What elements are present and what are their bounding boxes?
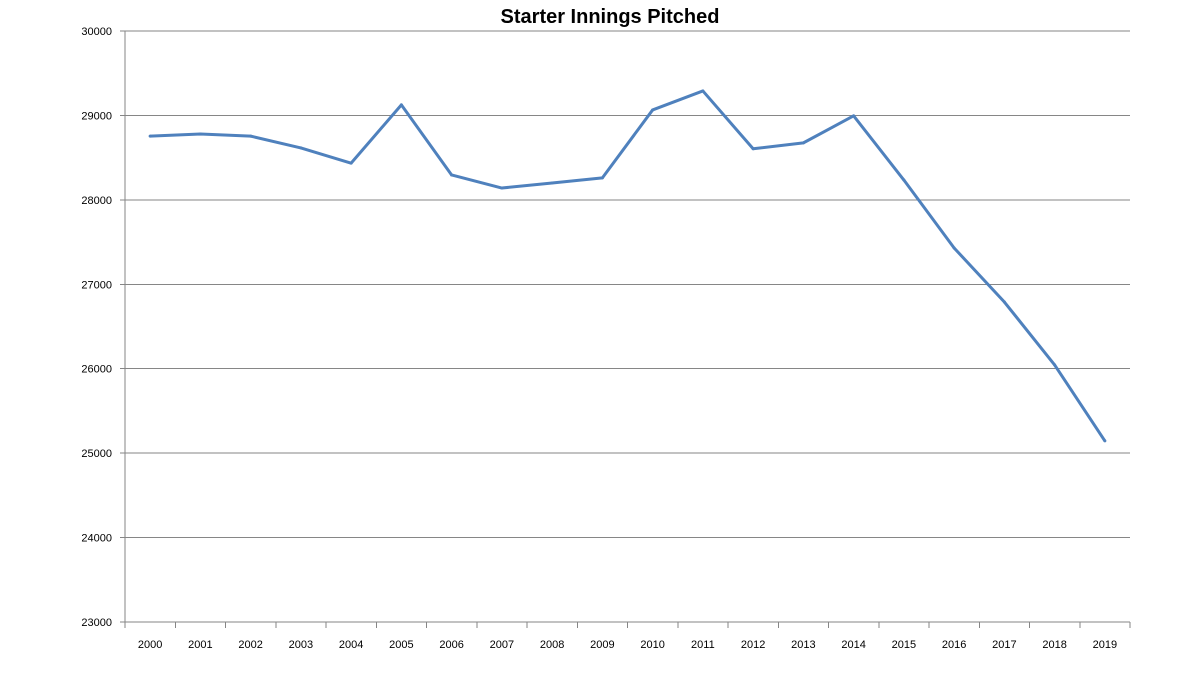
- data-point: [902, 178, 906, 182]
- y-tick-label: 26000: [81, 364, 112, 376]
- x-tick-label: 2016: [942, 639, 966, 651]
- x-tick-label: 2015: [892, 639, 916, 651]
- x-tick-label: 2014: [841, 639, 865, 651]
- data-point: [600, 176, 604, 180]
- data-point: [198, 132, 202, 136]
- y-tick-label: 28000: [81, 195, 112, 207]
- x-tick-label: 2018: [1042, 639, 1066, 651]
- data-point: [450, 173, 454, 177]
- data-point: [1002, 300, 1006, 304]
- series-line: [150, 89, 1107, 442]
- x-tick-label: 2019: [1093, 639, 1117, 651]
- data-point: [1103, 439, 1107, 443]
- x-tick-label: 2007: [490, 639, 514, 651]
- data-point: [550, 181, 554, 185]
- x-tick-label: 2017: [992, 639, 1016, 651]
- x-tick-label: 2008: [540, 639, 564, 651]
- data-point: [299, 146, 303, 150]
- data-point: [852, 114, 856, 118]
- x-tick-label: 2010: [640, 639, 664, 651]
- y-tick-label: 27000: [81, 279, 112, 291]
- data-point: [801, 141, 805, 145]
- x-tick-label: 2013: [791, 639, 815, 651]
- x-tick-label: 2006: [439, 639, 463, 651]
- data-point: [701, 89, 705, 93]
- data-point: [249, 134, 253, 138]
- x-tick-label: 2001: [188, 639, 212, 651]
- data-point: [148, 134, 152, 138]
- data-point: [500, 186, 504, 190]
- x-tick-label: 2000: [138, 639, 162, 651]
- x-tick-label: 2002: [238, 639, 262, 651]
- data-point: [651, 108, 655, 112]
- x-tick-label: 2011: [691, 639, 715, 651]
- y-tick-label: 23000: [81, 617, 112, 629]
- x-tick-label: 2009: [590, 639, 614, 651]
- x-tick-label: 2012: [741, 639, 765, 651]
- x-tick-label: 2004: [339, 639, 363, 651]
- x-tick-label: 2005: [389, 639, 413, 651]
- data-point: [1053, 363, 1057, 367]
- data-point: [349, 161, 353, 165]
- y-tick-label: 24000: [81, 533, 112, 545]
- y-tick-label: 30000: [81, 26, 112, 38]
- data-point: [399, 103, 403, 107]
- data-point: [751, 147, 755, 151]
- y-tick-label: 25000: [81, 448, 112, 460]
- y-tick-label: 29000: [81, 110, 112, 122]
- data-point: [952, 246, 956, 250]
- x-tick-label: 2003: [289, 639, 313, 651]
- chart-title: Starter Innings Pitched: [500, 6, 720, 28]
